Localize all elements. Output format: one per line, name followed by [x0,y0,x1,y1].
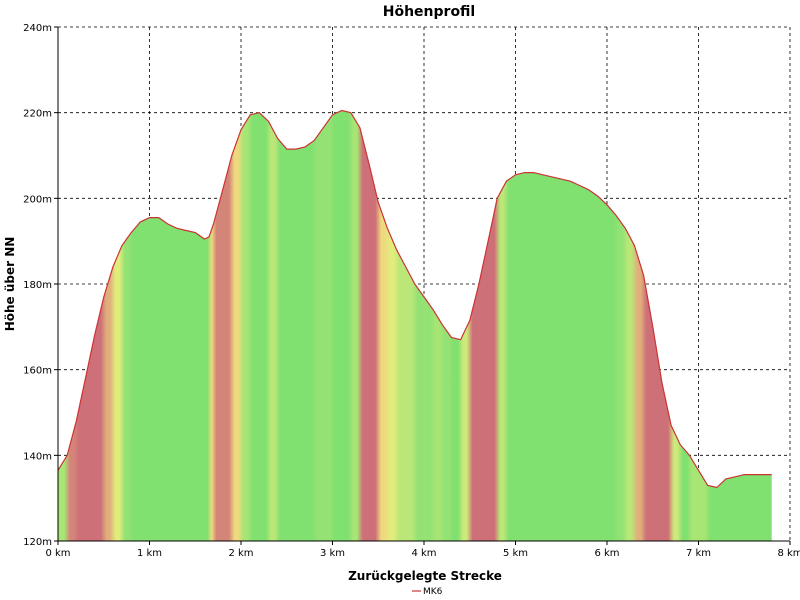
elevation-area-fill [58,110,772,541]
x-tick-label: 6 km [594,548,619,559]
x-axis-title: Zurückgelegte Strecke [348,569,502,583]
plot-area [57,109,772,541]
chart-title: Höhenprofil [383,4,475,20]
x-tick-label: 4 km [411,548,436,559]
y-tick-label: 220m [23,109,52,120]
legend: MK6 [412,587,443,597]
y-tick-label: 120m [23,537,52,548]
y-tick-label: 180m [23,280,52,291]
y-axis-title: Höhe über NN [3,237,17,332]
x-tick-label: 8 km [777,548,800,559]
elevation-line-mk6 [57,109,772,489]
x-axis-ticks: 0 km 1 km 2 km 3 km 4 km 5 km 6 km 7 km 8 km [45,541,800,559]
x-tick-label: 0 km [45,548,70,559]
x-tick-label: 5 km [503,548,528,559]
x-tick-label: 7 km [686,548,711,559]
x-tick-label: 1 km [137,548,162,559]
x-tick-label: 3 km [320,548,345,559]
y-axis-ticks: 120m 140m 160m 180m 200m 220m 240m [23,23,58,548]
y-tick-label: 160m [23,366,52,377]
y-tick-label: 140m [23,451,52,462]
x-tick-label: 2 km [228,548,253,559]
legend-label-mk6: MK6 [423,587,443,597]
y-tick-label: 200m [23,194,52,205]
y-tick-label: 240m [23,23,52,34]
